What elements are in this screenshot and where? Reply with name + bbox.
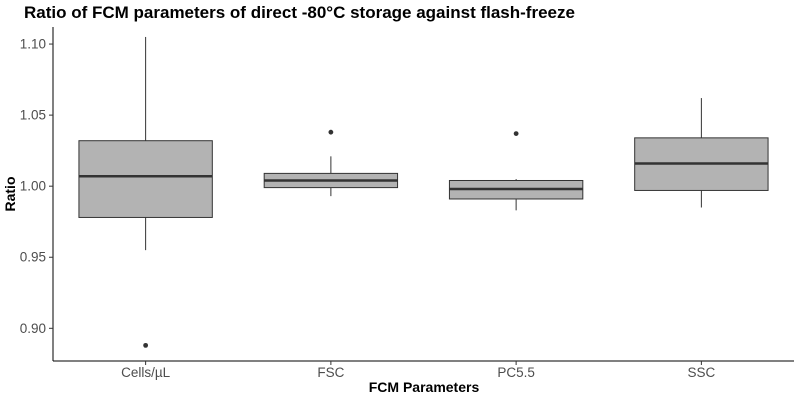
plot-area: 0.90 0.95 1.00 1.05 1.10 Cells/µL FSC PC5.5 SSC xyxy=(20,27,794,380)
x-tick-label: FSC xyxy=(317,365,344,380)
x-tick-label: PC5.5 xyxy=(497,365,535,380)
y-axis-title: Ratio xyxy=(2,177,18,212)
box-group xyxy=(263,129,399,197)
box-group xyxy=(448,131,584,211)
outlier-point xyxy=(328,129,334,135)
box-group xyxy=(634,98,769,208)
chart-title: Ratio of FCM parameters of direct -80°C … xyxy=(24,3,575,22)
x-ticks: Cells/µL FSC PC5.5 SSC xyxy=(121,361,716,380)
x-tick-label: Cells/µL xyxy=(121,365,171,380)
y-tick-label: 0.95 xyxy=(20,250,46,265)
y-tick-label: 1.05 xyxy=(20,108,46,123)
iqr-box xyxy=(78,140,213,218)
y-tick-label: 1.00 xyxy=(20,179,46,194)
x-axis-title: FCM Parameters xyxy=(369,379,480,395)
outlier-point xyxy=(143,342,149,348)
boxes xyxy=(78,36,769,348)
y-tick-label: 1.10 xyxy=(20,37,46,52)
y-tick-label: 0.90 xyxy=(20,321,46,336)
outlier-point xyxy=(513,131,519,136)
x-tick-label: SSC xyxy=(687,365,715,380)
box-group xyxy=(78,36,213,348)
y-ticks: 0.90 0.95 1.00 1.05 1.10 xyxy=(20,37,53,336)
